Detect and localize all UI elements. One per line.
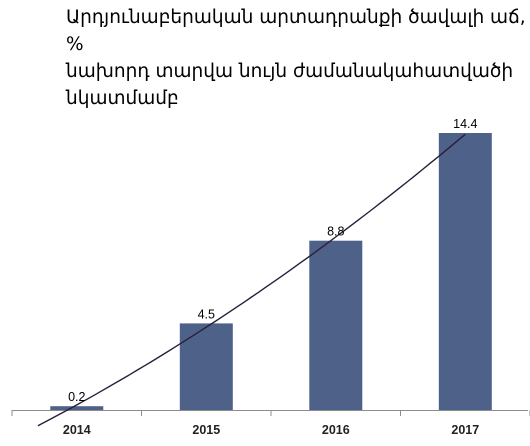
trendline xyxy=(37,133,466,427)
bar-2014 xyxy=(50,406,104,410)
bar-2016 xyxy=(309,240,363,410)
bars-group xyxy=(50,133,492,410)
x-tick-label-2016: 2016 xyxy=(322,423,350,437)
data-label-2017: 14.4 xyxy=(453,117,477,131)
data-label-2016: 8.8 xyxy=(327,225,344,239)
tick-marks-group xyxy=(11,410,530,416)
chart-title-line-1: Արդյունաբերական արտադրանքի ծավալի աճ, % xyxy=(66,7,526,55)
chart-title: Արդյունաբերական արտադրանքի ծավալի աճ, % … xyxy=(66,4,526,112)
x-tick-labels-group: 2014 2015 2016 2017 xyxy=(63,423,479,437)
x-tick-label-2017: 2017 xyxy=(451,423,479,437)
bar-2015 xyxy=(179,323,233,410)
data-labels-group: 0.2 4.5 8.8 14.4 xyxy=(68,117,477,404)
x-tick-label-2015: 2015 xyxy=(192,423,220,437)
data-label-2014: 0.2 xyxy=(68,390,85,404)
chart-title-line-3: նկատմամբ xyxy=(66,88,179,109)
x-tick-label-2014: 2014 xyxy=(63,423,91,437)
data-label-2015: 4.5 xyxy=(198,307,215,321)
chart-title-line-2: նախորդ տարվա նույն ժամանակահատվածի xyxy=(66,61,514,82)
bar-2017 xyxy=(438,133,492,410)
